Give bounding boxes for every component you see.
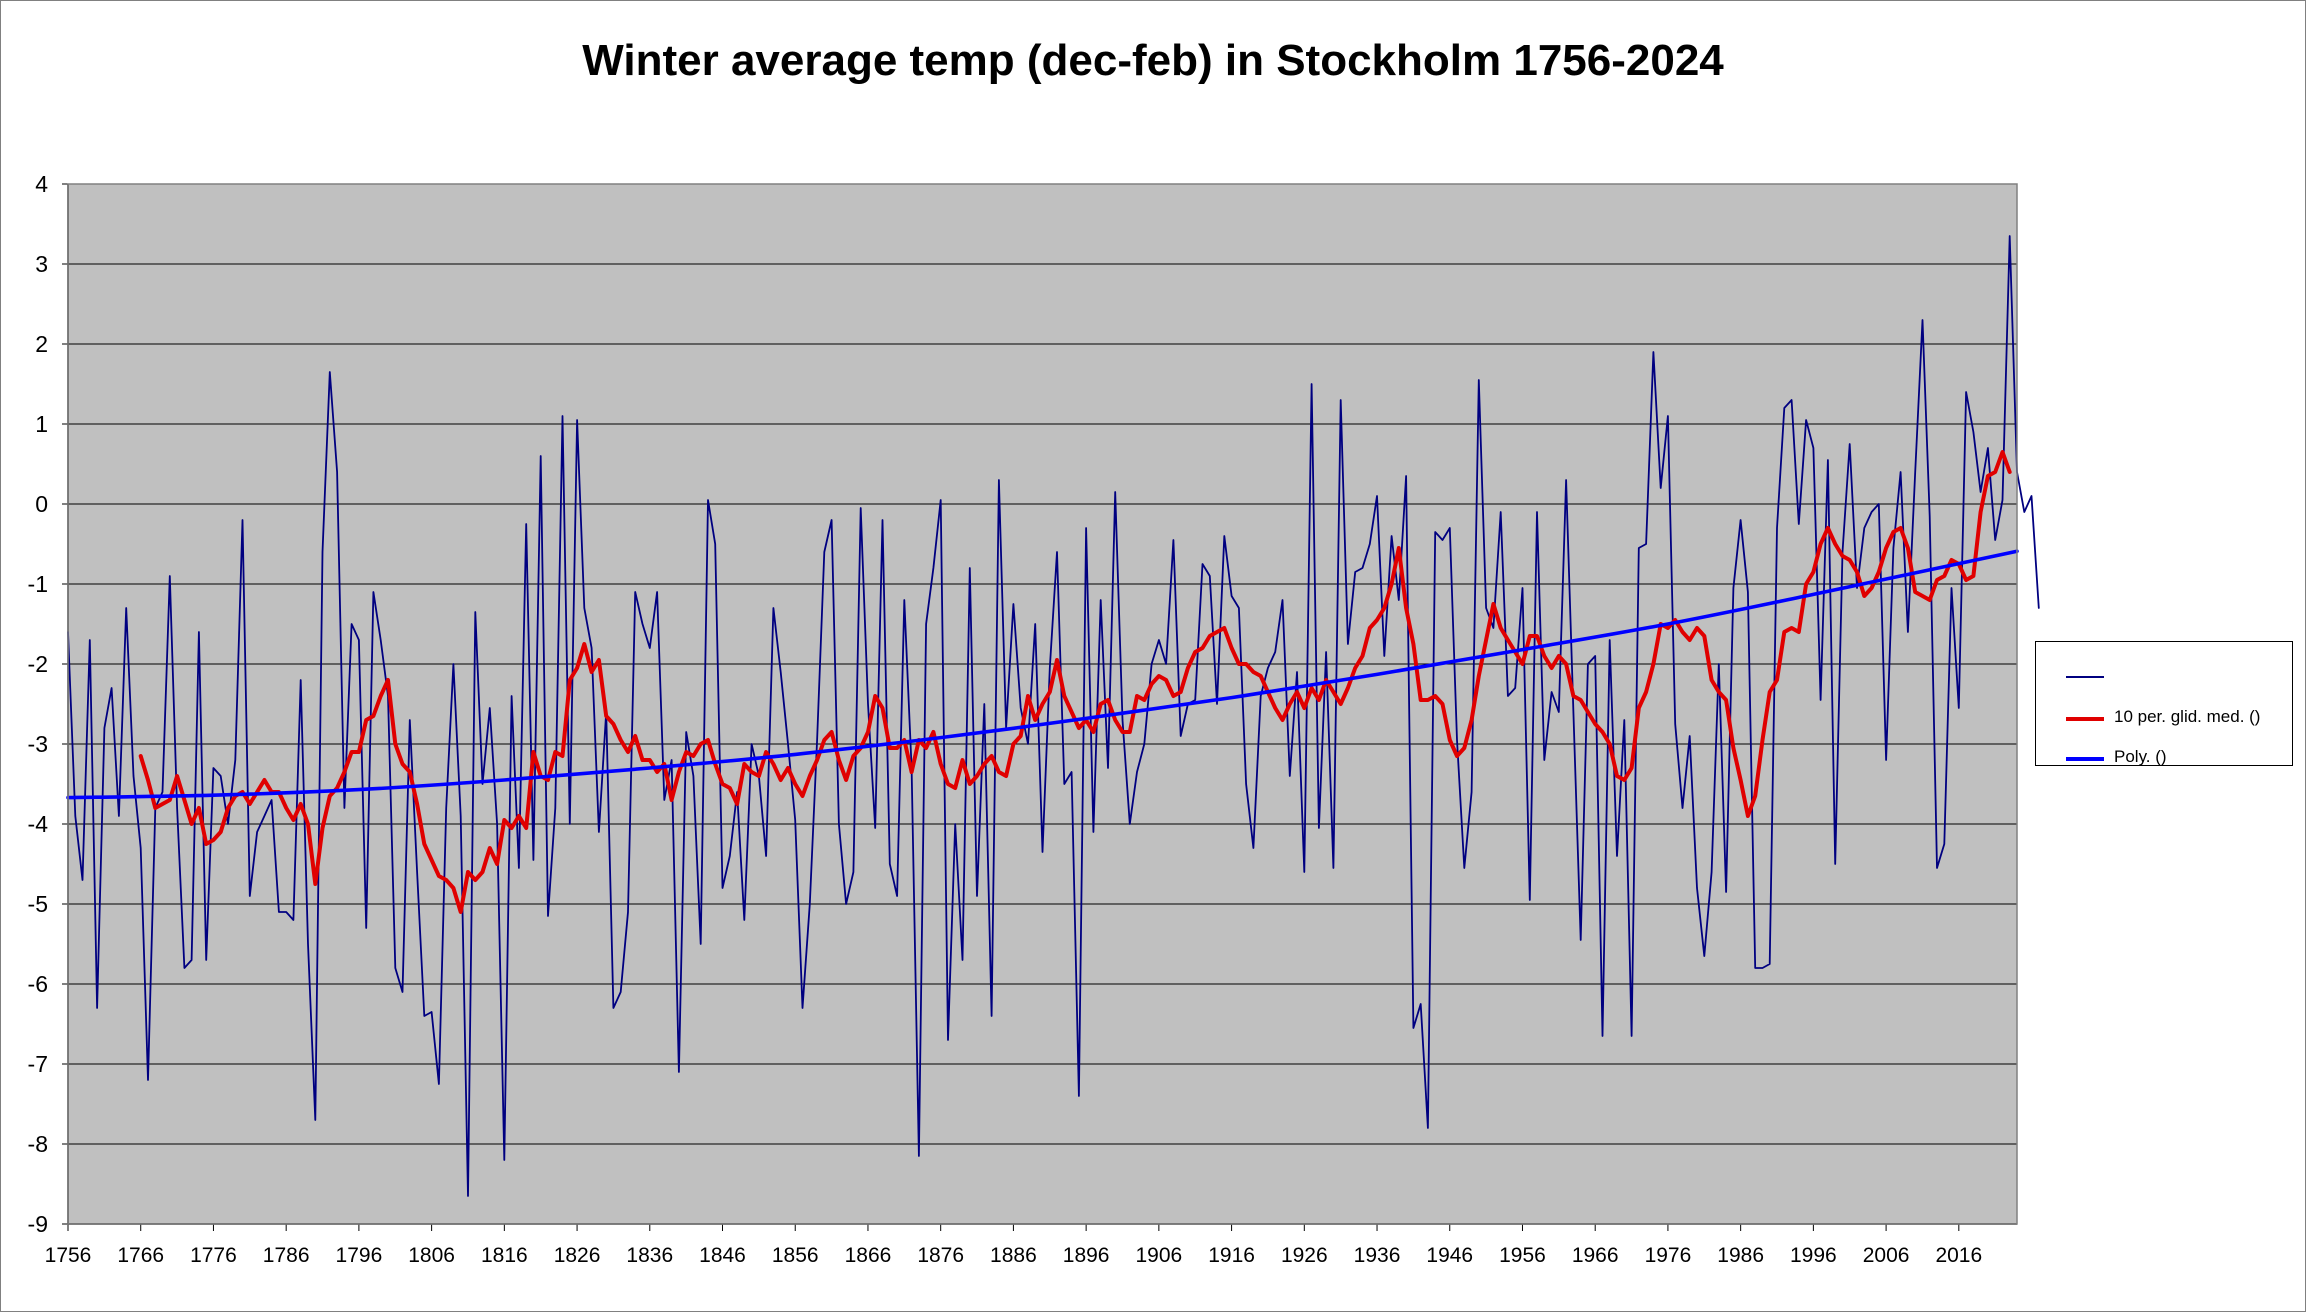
- legend-swatch-moving-average: [2066, 717, 2104, 721]
- y-tick-label: 2: [35, 331, 48, 357]
- y-tick-label: 3: [35, 251, 48, 277]
- legend-swatch-raw: [2066, 676, 2104, 678]
- x-tick-label: 1886: [990, 1244, 1037, 1267]
- x-axis-ticks: 1756 1766 1776 1786 1796 1806 1816 1826 1836 1846…: [45, 1223, 2017, 1267]
- y-tick-label: -5: [28, 891, 48, 917]
- legend-entry-moving-average: 10 per. glid. med. (): [2036, 703, 2292, 733]
- chart-title: Winter average temp (dec-feb) in Stockho…: [582, 36, 1724, 85]
- series-poly-trend-line: [66, 549, 2019, 800]
- legend-label-moving-average: 10 per. glid. med. (): [2114, 707, 2261, 726]
- x-tick-label: 1756: [45, 1244, 92, 1267]
- x-tick-label: 1786: [263, 1244, 310, 1267]
- x-tick-label: 1766: [117, 1244, 164, 1267]
- y-tick-label: 1: [35, 411, 48, 437]
- legend: 10 per. glid. med. () Poly. (): [2035, 641, 2293, 766]
- y-tick-label: -3: [28, 731, 48, 757]
- x-tick-label: 1816: [481, 1244, 528, 1267]
- x-tick-label: 1836: [626, 1244, 673, 1267]
- x-tick-label: 1796: [336, 1244, 383, 1267]
- y-tick-label: -4: [28, 811, 49, 837]
- x-tick-label: 1926: [1281, 1244, 1328, 1267]
- y-tick-label: -1: [28, 571, 48, 597]
- y-tick-label: 0: [35, 491, 48, 517]
- x-tick-label: 1966: [1572, 1244, 1619, 1267]
- y-tick-label: -2: [28, 651, 48, 677]
- x-tick-label: 2006: [1863, 1244, 1910, 1267]
- series-layer: [66, 235, 2040, 1197]
- x-tick-label: 1906: [1135, 1244, 1182, 1267]
- x-tick-label: 1776: [190, 1244, 237, 1267]
- x-tick-label: 1846: [699, 1244, 746, 1267]
- legend-entry-raw: [2036, 662, 2292, 692]
- legend-label-poly: Poly. (): [2114, 747, 2167, 766]
- legend-swatch-poly: [2066, 757, 2104, 761]
- x-tick-label: 1956: [1499, 1244, 1546, 1267]
- x-tick-label: 1806: [408, 1244, 455, 1267]
- x-tick-label: 1896: [1063, 1244, 1110, 1267]
- x-tick-label: 1826: [554, 1244, 601, 1267]
- y-tick-label: -7: [28, 1051, 48, 1077]
- x-tick-label: 1936: [1354, 1244, 1401, 1267]
- x-tick-label: 2016: [1935, 1244, 1982, 1267]
- y-tick-label: -8: [28, 1131, 48, 1157]
- x-tick-label: 1876: [917, 1244, 964, 1267]
- plot-border: [67, 183, 2018, 1225]
- x-tick-label: 1996: [1790, 1244, 1837, 1267]
- y-tick-label: -6: [28, 971, 48, 997]
- y-tick-label: -9: [28, 1211, 48, 1237]
- x-tick-label: 1866: [845, 1244, 892, 1267]
- x-tick-label: 1986: [1717, 1244, 1764, 1267]
- x-tick-label: 1856: [772, 1244, 819, 1267]
- y-axis-ticks: 4 3 2 1 0 -1 -2 -3 -4 -5 -6 -7 -8 -9: [28, 171, 69, 1237]
- legend-entry-poly: Poly. (): [2036, 743, 2292, 773]
- x-tick-label: 1916: [1208, 1244, 1255, 1267]
- series-raw-line: [67, 235, 2040, 1197]
- x-tick-label: 1976: [1645, 1244, 1692, 1267]
- y-tick-label: 4: [35, 171, 48, 197]
- x-tick-label: 1946: [1426, 1244, 1473, 1267]
